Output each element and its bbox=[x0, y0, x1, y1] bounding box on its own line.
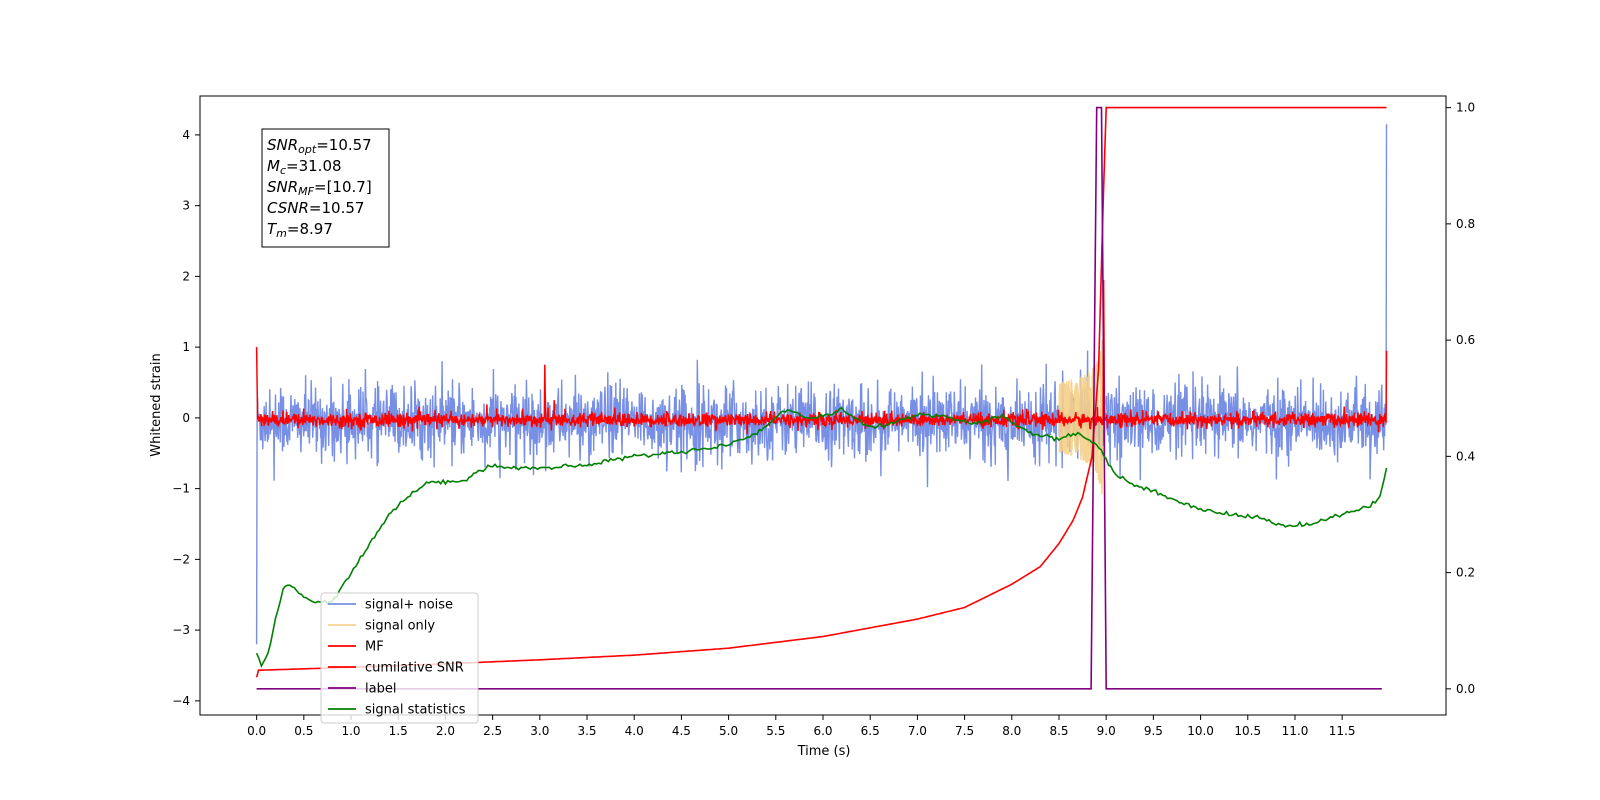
annotation-subscript: m bbox=[276, 227, 287, 240]
y-tick-label: −1 bbox=[172, 482, 190, 496]
series-line-mf bbox=[255, 279, 1388, 435]
series-line-signal-statistics bbox=[255, 406, 1388, 669]
annotation-value: =[10.7] bbox=[314, 178, 372, 196]
x-tick-label: 7.0 bbox=[908, 724, 927, 738]
annotation-subscript: c bbox=[280, 164, 286, 177]
y-tick-label: −2 bbox=[172, 552, 190, 566]
x-tick-label: 9.5 bbox=[1144, 724, 1163, 738]
legend-frame bbox=[320, 592, 479, 724]
x-tick-label: 5.5 bbox=[766, 724, 785, 738]
x-tick-label: 4.5 bbox=[672, 724, 691, 738]
x-tick-label: 1.0 bbox=[341, 724, 360, 738]
annotation-symbol: CSNR bbox=[267, 199, 309, 217]
x-axis-label: Time (s) bbox=[797, 744, 851, 759]
y2-tick-label: 0.8 bbox=[1456, 217, 1475, 231]
annotation-symbol: SNR bbox=[267, 178, 298, 196]
legend: signal+ noise signal only MF cumilative SNR… bbox=[320, 592, 479, 724]
x-tick-label: 5.0 bbox=[719, 724, 738, 738]
y-axis-right: 1.0 0.8 0.6 0.4 0.2 0.0 bbox=[1446, 101, 1475, 696]
legend-label-signal-noise: signal+ noise bbox=[365, 598, 453, 613]
y-axis-left: 4 3 2 1 0 −1 −2 −3 −4 bbox=[172, 128, 200, 708]
annotation-box: SNRopt=10.57Mc=31.08SNRMF=[10.7]CSNR=10.… bbox=[261, 128, 390, 248]
legend-label-signal-statistics: signal statistics bbox=[365, 703, 466, 718]
x-tick-label: 2.0 bbox=[436, 724, 455, 738]
annotation-frame bbox=[261, 128, 390, 248]
annotation-symbol: SNR bbox=[267, 136, 298, 154]
x-tick-label: 10.0 bbox=[1187, 724, 1214, 738]
y-tick-label: 2 bbox=[182, 269, 190, 283]
legend-label-mf: MF bbox=[365, 640, 384, 655]
legend-label-signal-only: signal only bbox=[365, 619, 435, 634]
y2-tick-label: 0.6 bbox=[1456, 333, 1475, 347]
annotation-value: =10.57 bbox=[309, 199, 365, 217]
y2-tick-label: 0.0 bbox=[1456, 682, 1475, 696]
annotation-line: CSNR=10.57 bbox=[267, 199, 364, 217]
annotation-subscript: opt bbox=[298, 143, 317, 156]
annotation-value: =31.08 bbox=[286, 157, 342, 175]
annotation-line: Mc=31.08 bbox=[267, 157, 342, 177]
annotation-line: SNRMF=[10.7] bbox=[267, 178, 372, 198]
x-tick-label: 8.5 bbox=[1049, 724, 1068, 738]
x-tick-label: 11.5 bbox=[1329, 724, 1356, 738]
x-axis: 0.0 0.5 1.0 1.5 2.0 2.5 3.0 3.5 4.0 4.5 5.0 5.5 6.0 6… bbox=[247, 715, 1356, 738]
x-tick-label: 6.0 bbox=[813, 724, 832, 738]
x-tick-label: 11.0 bbox=[1282, 724, 1309, 738]
y-tick-label: −4 bbox=[172, 694, 190, 708]
y2-tick-label: 1.0 bbox=[1456, 101, 1475, 115]
y-tick-label: 1 bbox=[182, 340, 190, 354]
y2-tick-label: 0.4 bbox=[1456, 449, 1475, 463]
annotation-value: =10.57 bbox=[316, 136, 372, 154]
legend-label-label: label bbox=[365, 682, 396, 697]
x-tick-label: 3.0 bbox=[530, 724, 549, 738]
annotation-line: SNRopt=10.57 bbox=[267, 136, 372, 156]
annotation-subscript: MF bbox=[298, 185, 314, 198]
legend-label-cumilative-snr: cumilative SNR bbox=[365, 661, 464, 676]
annotation-symbol: M bbox=[267, 157, 280, 175]
annotation-value: =8.97 bbox=[287, 220, 333, 238]
x-tick-label: 1.5 bbox=[389, 724, 408, 738]
x-tick-label: 3.5 bbox=[577, 724, 596, 738]
x-tick-label: 6.5 bbox=[861, 724, 880, 738]
y-tick-label: −3 bbox=[172, 623, 190, 637]
series-line-label bbox=[256, 106, 1382, 690]
y-tick-label: 4 bbox=[182, 128, 190, 142]
y2-tick-label: 0.2 bbox=[1456, 566, 1475, 580]
x-tick-label: 0.5 bbox=[294, 724, 313, 738]
x-tick-label: 10.5 bbox=[1234, 724, 1261, 738]
annotation-line: Tm=8.97 bbox=[267, 220, 333, 240]
x-tick-label: 0.0 bbox=[247, 724, 266, 738]
y-tick-label: 0 bbox=[182, 411, 190, 425]
x-tick-label: 7.5 bbox=[955, 724, 974, 738]
x-tick-label: 8.0 bbox=[1002, 724, 1021, 738]
x-tick-label: 4.0 bbox=[625, 724, 644, 738]
y-axis-label: Whitened strain bbox=[149, 353, 164, 456]
x-tick-label: 9.0 bbox=[1097, 724, 1116, 738]
annotation-symbol: T bbox=[267, 220, 278, 238]
series-line-signal-only bbox=[1058, 340, 1107, 495]
y-tick-label: 3 bbox=[182, 199, 190, 213]
x-tick-label: 2.5 bbox=[483, 724, 502, 738]
